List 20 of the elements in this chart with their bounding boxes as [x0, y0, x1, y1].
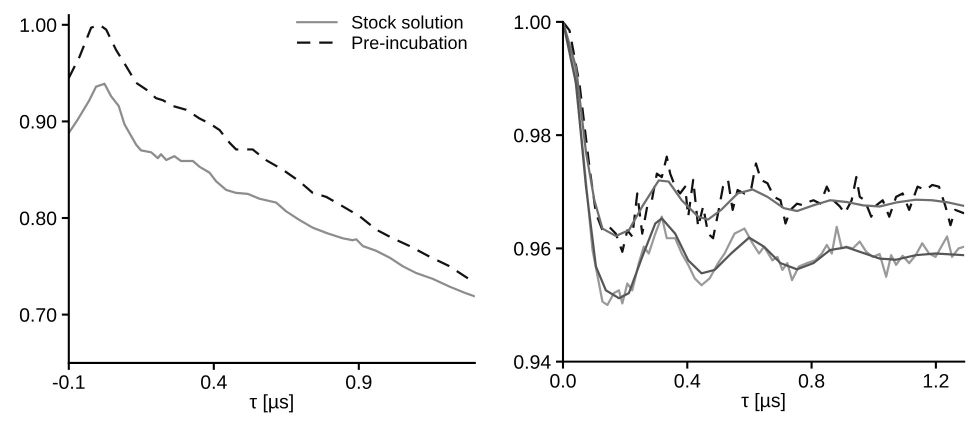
y-tick-label: 1.00 [20, 18, 56, 32]
y-tick-label: 0.90 [20, 114, 56, 129]
x-tick-label: 0.8 [798, 374, 824, 388]
y-tick-label: 1.00 [514, 15, 550, 30]
x-tick-label: -0.1 [52, 375, 85, 389]
x-tick-label: 1.2 [924, 374, 948, 388]
x-tick-label: 0.0 [550, 374, 576, 388]
y-tick-label: 0.94 [514, 355, 551, 369]
x-tick-label: 0.9 [346, 375, 372, 389]
x-tick-label: 0.4 [674, 374, 700, 388]
y-tick-label: 0.96 [514, 242, 550, 256]
line-series [68, 82, 475, 298]
x-tick-label: 0.4 [201, 375, 227, 389]
y-tick-label: 0.70 [20, 308, 56, 322]
legend-label: Stock solution [352, 15, 462, 29]
x-axis-title: τ [µs] [741, 392, 785, 412]
x-axis-title: τ [µs] [250, 394, 293, 412]
y-tick-label: 0.98 [514, 128, 550, 142]
y-tick-label: 0.80 [20, 211, 56, 226]
legend-label: Pre-incubation [352, 36, 466, 50]
